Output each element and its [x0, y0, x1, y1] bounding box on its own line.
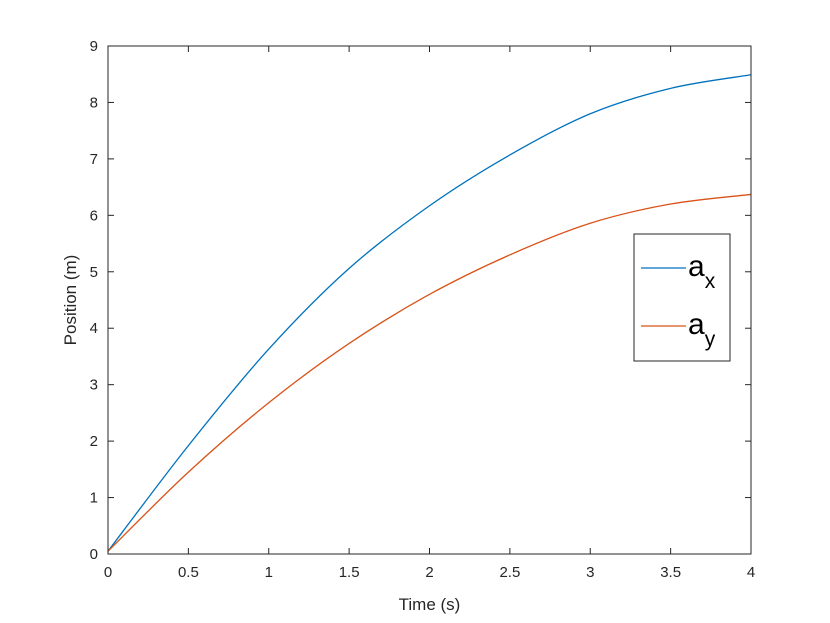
series-layer — [107, 74, 752, 552]
legend-base-ax: a — [688, 250, 705, 283]
series-line-ax — [107, 74, 752, 552]
x-tick-label: 4 — [747, 564, 755, 581]
y-tick-label: 9 — [90, 38, 98, 55]
legend-label-ax: ax — [688, 250, 716, 293]
x-tick-label: 2 — [425, 564, 433, 581]
x-tick-label: 3 — [586, 564, 594, 581]
x-tick-label: 1.5 — [339, 564, 360, 581]
y-tick-label: 6 — [90, 207, 98, 224]
legend-subscript-ax: x — [705, 270, 716, 293]
x-tick-label: 0.5 — [178, 564, 199, 581]
x-tick-label: 0 — [104, 564, 112, 581]
legend-base-ay: a — [688, 308, 705, 341]
y-tick-label: 7 — [90, 151, 98, 168]
legend-subscript-ay: y — [705, 328, 716, 351]
x-axis-label: Time (s) — [399, 595, 461, 614]
x-tick-label: 2.5 — [499, 564, 520, 581]
y-tick-label: 1 — [90, 490, 98, 507]
ticks-layer: 0 0.5 1 1.5 2 2.5 3 3.5 4 0 1 2 3 4 5 6 7 8 9 — [90, 38, 756, 581]
series-line-ay — [107, 193, 752, 552]
x-tick-label: 3.5 — [660, 564, 681, 581]
y-tick-label: 3 — [90, 377, 98, 394]
legend-label-ay: ay — [688, 308, 716, 351]
x-tick-label: 1 — [265, 564, 273, 581]
y-tick-label: 5 — [90, 264, 98, 281]
y-tick-label: 8 — [90, 94, 98, 111]
legend-box — [633, 233, 731, 362]
y-tick-label: 0 — [90, 546, 98, 563]
y-tick-label: 4 — [90, 320, 98, 337]
y-axis-label: Position (m) — [61, 255, 80, 346]
y-tick-label: 2 — [90, 433, 98, 450]
legend: ax ay — [633, 233, 731, 362]
